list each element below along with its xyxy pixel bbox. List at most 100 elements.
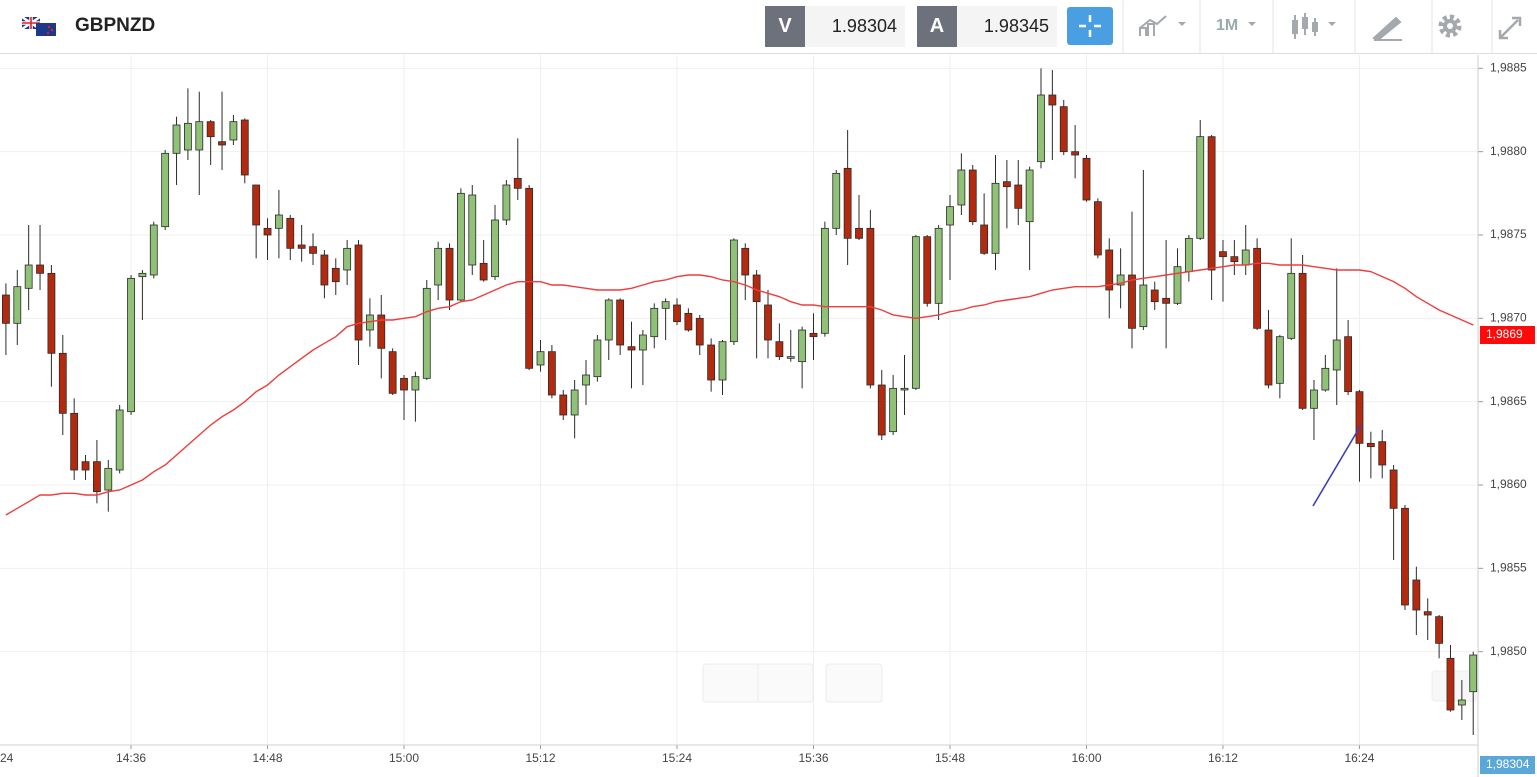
candle-body bbox=[1332, 339, 1341, 371]
candle-body bbox=[331, 267, 340, 283]
candle-body bbox=[1093, 201, 1102, 256]
candle-body bbox=[240, 119, 249, 176]
candle-body bbox=[1196, 136, 1205, 239]
candle-body bbox=[1412, 579, 1421, 611]
candle-body bbox=[1014, 184, 1023, 209]
candle-body bbox=[1150, 289, 1159, 303]
candle-body bbox=[650, 307, 659, 338]
moving-average-line bbox=[5, 262, 1474, 516]
reset-button[interactable] bbox=[825, 663, 883, 703]
y-tick-label: 1,9875 bbox=[1490, 227, 1527, 241]
y-tick-label: 1,9855 bbox=[1490, 561, 1527, 575]
candle-body bbox=[434, 247, 443, 286]
candle-body bbox=[1355, 391, 1364, 444]
candle-body bbox=[263, 227, 272, 236]
candle-body bbox=[388, 351, 397, 394]
candle-body bbox=[911, 236, 920, 389]
candle-body bbox=[343, 247, 352, 271]
candle-body bbox=[47, 272, 56, 354]
timeframe[interactable]: 1M bbox=[1216, 17, 1239, 34]
candle-body bbox=[422, 287, 431, 379]
candle-body bbox=[798, 329, 807, 363]
candle-body bbox=[957, 169, 966, 206]
candle-body bbox=[2, 294, 10, 324]
draw-tool-button[interactable] bbox=[1372, 16, 1402, 42]
candle-body bbox=[58, 352, 67, 414]
price-label-box bbox=[1480, 756, 1535, 774]
candle-body bbox=[252, 184, 261, 226]
candle-body bbox=[377, 314, 386, 349]
candle-body bbox=[354, 244, 363, 341]
candle-body bbox=[1002, 181, 1011, 188]
candle-body bbox=[1071, 151, 1080, 156]
price-label: 1,9869 bbox=[1486, 327, 1523, 341]
x-tick-label: 14:48 bbox=[253, 751, 283, 765]
toolbar: GBPNZD V 1.98304 A 1.98345 1M bbox=[0, 0, 1537, 54]
candle-body bbox=[218, 141, 226, 146]
candle-body bbox=[70, 412, 79, 471]
candle-body bbox=[1264, 329, 1273, 386]
ask-button[interactable]: A bbox=[917, 6, 957, 47]
candle-body bbox=[1423, 611, 1432, 616]
candle-body bbox=[1082, 157, 1091, 201]
candle-body bbox=[1241, 249, 1250, 266]
timeframe-dropdown[interactable] bbox=[1248, 22, 1256, 26]
candle-body bbox=[445, 247, 454, 301]
candle-body bbox=[1275, 336, 1284, 384]
candle-body bbox=[616, 299, 625, 346]
candle-body bbox=[991, 182, 1000, 254]
fullscreen-button[interactable] bbox=[1498, 16, 1522, 40]
candle-body bbox=[559, 394, 568, 416]
candle-body bbox=[877, 384, 886, 436]
candle-body bbox=[980, 224, 989, 254]
candle-body bbox=[172, 124, 181, 154]
candle-body bbox=[1298, 272, 1307, 409]
candle-style-button[interactable] bbox=[1292, 13, 1336, 39]
candle-body bbox=[786, 356, 795, 359]
toolbar-icons bbox=[1122, 0, 1522, 54]
candle-body bbox=[673, 304, 681, 323]
candle-body bbox=[923, 236, 932, 304]
candle-body bbox=[206, 121, 215, 138]
candle-body bbox=[1457, 699, 1466, 706]
candle-body bbox=[1139, 284, 1148, 328]
chart-type-button[interactable] bbox=[1139, 15, 1186, 36]
candle-body bbox=[309, 246, 317, 254]
candle-body bbox=[1366, 442, 1375, 448]
x-tick-label: 24 bbox=[0, 751, 14, 765]
candle-body bbox=[968, 169, 977, 223]
candle-body bbox=[127, 277, 135, 413]
crosshair-button[interactable] bbox=[1067, 7, 1113, 45]
candle-body bbox=[1025, 169, 1034, 223]
candle-body bbox=[1435, 616, 1443, 644]
candle-body bbox=[81, 461, 90, 471]
candle-body bbox=[855, 227, 863, 239]
candle-body bbox=[1219, 251, 1227, 258]
bid-button[interactable]: V bbox=[765, 6, 805, 47]
candle-body bbox=[1287, 272, 1296, 339]
candle-body bbox=[1116, 274, 1125, 286]
candle-body bbox=[729, 239, 738, 343]
x-tick-label: 16:24 bbox=[1344, 751, 1374, 765]
candle-body bbox=[525, 187, 534, 369]
candle-body bbox=[604, 299, 613, 341]
candle-body bbox=[1378, 441, 1387, 466]
candle-body bbox=[491, 219, 499, 278]
candle-body bbox=[1469, 654, 1478, 693]
y-tick-label: 1,9860 bbox=[1490, 477, 1527, 491]
candle-body bbox=[1321, 367, 1330, 391]
candle-body bbox=[195, 121, 204, 151]
candle-body bbox=[275, 214, 283, 229]
candle-body bbox=[707, 344, 716, 381]
candle-body bbox=[115, 409, 124, 471]
candle-body bbox=[934, 227, 943, 304]
candle-body bbox=[764, 304, 772, 341]
settings-button[interactable] bbox=[1438, 14, 1462, 38]
candle-body bbox=[900, 387, 909, 391]
candle-body bbox=[1037, 94, 1045, 163]
x-tick-label: 16:12 bbox=[1208, 751, 1238, 765]
candle-body bbox=[695, 317, 704, 346]
x-tick-label: 14:36 bbox=[116, 751, 146, 765]
candle-body bbox=[1184, 237, 1193, 273]
